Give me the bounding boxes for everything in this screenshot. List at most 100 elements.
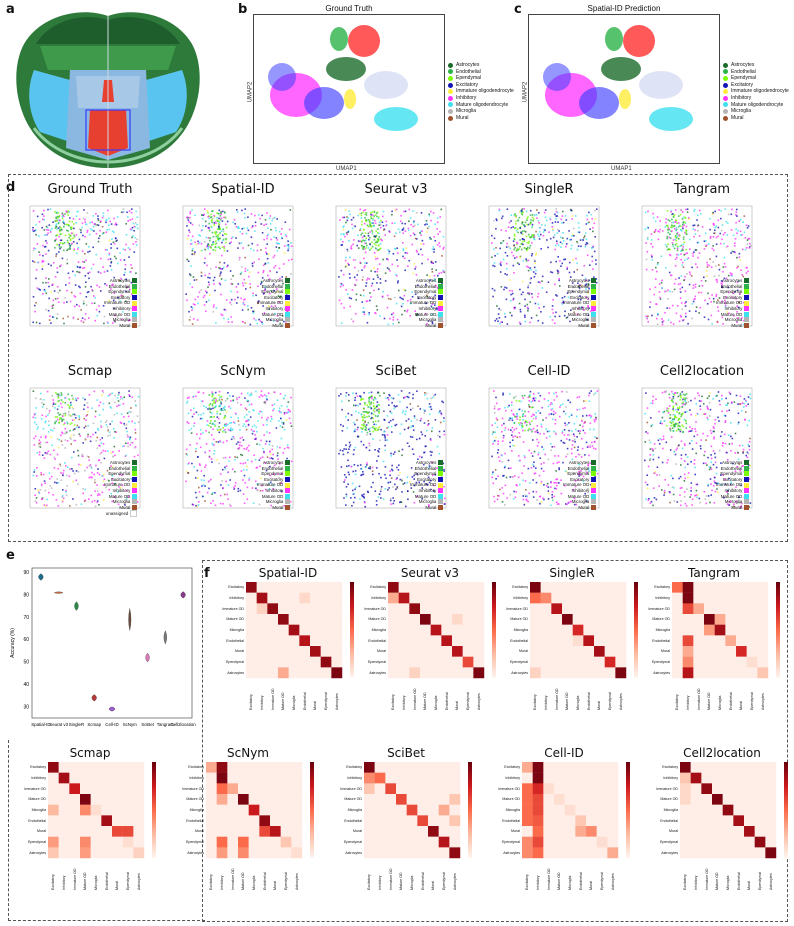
cube-point bbox=[513, 272, 515, 274]
cube-point bbox=[216, 400, 219, 402]
cube-point bbox=[258, 459, 261, 461]
cube-point bbox=[247, 244, 250, 247]
cube-point bbox=[258, 413, 260, 415]
cube-point bbox=[575, 428, 577, 431]
cube-point bbox=[508, 237, 511, 239]
cube-point bbox=[288, 417, 291, 420]
cube-scatter bbox=[488, 205, 600, 327]
cube-point bbox=[666, 237, 668, 240]
cube-point bbox=[191, 253, 193, 256]
cube-point bbox=[125, 427, 128, 430]
cube-point bbox=[430, 210, 432, 213]
cube-point bbox=[219, 440, 221, 442]
cube-point bbox=[266, 243, 268, 245]
cube-point bbox=[217, 234, 220, 236]
cube-point bbox=[685, 231, 687, 234]
cube-point bbox=[42, 403, 45, 406]
cube-point bbox=[501, 501, 504, 503]
cube-legend-swatch bbox=[132, 311, 138, 317]
cube-point bbox=[409, 217, 412, 219]
cube-point bbox=[136, 415, 139, 417]
cube-point bbox=[528, 421, 531, 424]
cube-point bbox=[87, 410, 89, 413]
cube-point bbox=[61, 496, 63, 498]
cube-point bbox=[668, 236, 671, 239]
cube-point bbox=[354, 399, 356, 401]
cube-point bbox=[524, 298, 526, 301]
umap-legend-item: Endothelial bbox=[723, 69, 789, 76]
cube-point bbox=[429, 450, 432, 453]
cube-point bbox=[196, 469, 199, 472]
cube-point bbox=[587, 284, 590, 286]
cube-point bbox=[502, 394, 504, 396]
cube-point bbox=[544, 453, 546, 456]
cube-point bbox=[381, 221, 384, 223]
cube-point bbox=[661, 318, 663, 320]
cube-legend-swatch bbox=[285, 295, 291, 301]
cube-point bbox=[418, 481, 420, 484]
cube-point bbox=[274, 227, 277, 229]
cube-point bbox=[393, 404, 396, 407]
cube-point bbox=[588, 211, 590, 214]
cube-point bbox=[43, 504, 46, 506]
cube-point bbox=[533, 234, 535, 236]
cube-point bbox=[569, 320, 571, 323]
cube-point bbox=[535, 254, 537, 256]
cube-point bbox=[652, 212, 654, 215]
cube-point bbox=[398, 464, 400, 466]
legend-dot bbox=[448, 102, 453, 108]
cube-point bbox=[650, 233, 653, 235]
cube-point bbox=[227, 428, 230, 431]
cube-point bbox=[125, 489, 127, 492]
cube-point bbox=[376, 274, 379, 276]
cube-point bbox=[442, 248, 445, 250]
umap-ground-truth: Ground Truth UMAP1 UMAP2 bbox=[247, 4, 445, 172]
cube-point bbox=[394, 296, 396, 299]
cube-point bbox=[383, 392, 385, 394]
cube-point bbox=[55, 253, 58, 255]
cube-point bbox=[682, 222, 684, 224]
cube-point bbox=[99, 453, 101, 455]
cube-point bbox=[97, 240, 100, 243]
umap-legend-item: Mature oligodendrocyte bbox=[723, 102, 789, 109]
cube-point bbox=[666, 245, 668, 248]
cube-point bbox=[349, 444, 352, 446]
cube-point bbox=[224, 233, 226, 235]
cube-point bbox=[706, 275, 708, 277]
cube-point bbox=[209, 416, 212, 418]
cube-legend-item: Mural bbox=[410, 505, 444, 511]
cube-point bbox=[257, 285, 259, 287]
cube-point bbox=[392, 253, 395, 255]
cube-point bbox=[46, 453, 49, 455]
cube-point bbox=[525, 424, 528, 426]
legend-label: Ependymal bbox=[731, 75, 757, 82]
cube-point bbox=[528, 404, 530, 406]
cube-point bbox=[554, 481, 556, 484]
cube-point bbox=[374, 236, 377, 238]
cube-point bbox=[433, 274, 436, 277]
cube-point bbox=[539, 412, 542, 414]
cube-point bbox=[690, 275, 693, 277]
cube-point bbox=[118, 391, 120, 394]
cube-point bbox=[527, 396, 530, 399]
cube-point bbox=[134, 222, 137, 224]
cube-point bbox=[120, 277, 122, 280]
cube-point bbox=[223, 262, 226, 264]
cube-point bbox=[389, 298, 392, 300]
umap-scatter-ground-truth bbox=[268, 25, 418, 131]
cube-point bbox=[347, 230, 350, 232]
cube-point bbox=[575, 503, 578, 506]
cube-point bbox=[703, 248, 706, 250]
cube-point bbox=[679, 314, 682, 317]
cube-point bbox=[552, 298, 554, 301]
cube-point bbox=[578, 231, 581, 234]
umap-legend-spatial-id: Astrocytes Endothelial Ependymal Excitatory… bbox=[723, 62, 789, 121]
cube-point bbox=[277, 501, 279, 504]
cube-point bbox=[429, 413, 431, 416]
cube-point bbox=[538, 227, 541, 229]
cube-point bbox=[399, 501, 401, 504]
cube-point bbox=[717, 235, 719, 238]
cube-point bbox=[266, 456, 269, 458]
cube-point bbox=[53, 290, 56, 292]
cube-point bbox=[74, 274, 76, 277]
